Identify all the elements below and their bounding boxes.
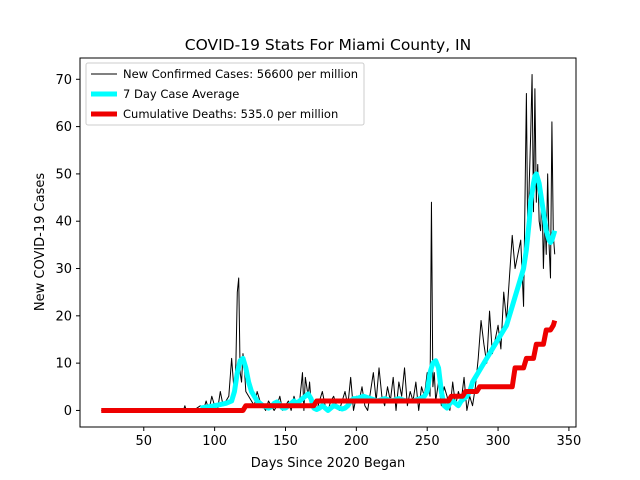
y-tick-label: 0 [64,404,72,419]
x-tick-label: 350 [557,434,582,449]
series-line-new-cases [101,74,556,411]
legend-label: Cumulative Deaths: 535.0 per million [123,107,338,121]
y-axis-label: New COVID-19 Cases [33,173,48,311]
series-line-cumulative-deaths [101,319,558,413]
y-tick-label: 50 [55,167,72,182]
x-tick-label: 50 [135,434,152,449]
x-tick-label: 200 [344,434,369,449]
chart-title: COVID-19 Stats For Miami County, IN [185,36,471,54]
legend-label: New Confirmed Cases: 56600 per million [123,67,358,81]
y-tick-label: 30 [55,262,72,277]
legend-label: 7 Day Case Average [123,87,239,101]
x-tick-label: 300 [486,434,511,449]
y-tick-label: 60 [55,120,72,135]
x-tick-label: 150 [273,434,298,449]
legend-box [85,62,365,126]
plot-frame [79,57,577,428]
plot-area [101,74,558,413]
y-tick-label: 70 [55,73,72,88]
legend: New Confirmed Cases: 56600 per million 7 … [85,62,365,126]
axes: 50 100 150 200 250 300 350 0 10 20 30 40 50 60 70 [55,57,582,449]
x-tick-label: 250 [415,434,440,449]
y-tick-label: 20 [55,309,72,324]
x-axis-label: Days Since 2020 Began [251,456,406,471]
y-tick-label: 40 [55,215,72,230]
x-tick-label: 100 [202,434,227,449]
y-tick-label: 10 [55,357,72,372]
